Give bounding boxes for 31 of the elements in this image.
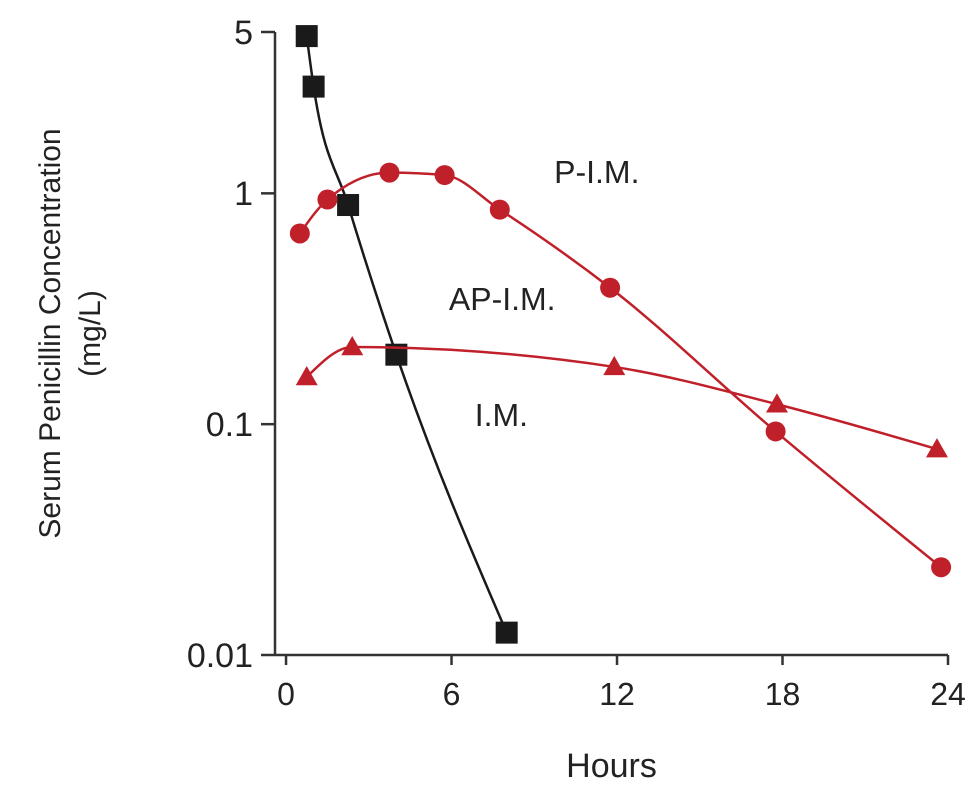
point [931, 557, 952, 578]
series-label: P-I.M. [554, 154, 640, 190]
y-tick-label: 1 [234, 175, 253, 214]
series-label: I.M. [474, 396, 528, 433]
point [302, 76, 325, 98]
x-tick-label: 0 [277, 676, 295, 712]
y-tick-label: 5 [234, 14, 253, 52]
point [496, 622, 518, 644]
point [290, 223, 310, 244]
y-tick-label: 0.1 [206, 406, 253, 444]
point [600, 278, 620, 298]
point [337, 194, 360, 216]
x-tick-label: 12 [599, 676, 635, 712]
point [926, 438, 948, 458]
point [766, 421, 786, 442]
point [490, 200, 510, 220]
point [296, 366, 318, 386]
point [434, 165, 455, 186]
point [317, 190, 338, 210]
x-axis-title: Hours [566, 747, 657, 785]
x-tick-label: 24 [930, 676, 966, 712]
x-tick-label: 6 [442, 676, 460, 712]
point [341, 336, 364, 356]
point [766, 393, 788, 412]
point [603, 356, 626, 376]
point [296, 25, 318, 48]
point [379, 162, 400, 183]
x-tick-label: 18 [764, 676, 800, 712]
series-label: AP-I.M. [448, 281, 556, 318]
y-tick-label: 0.01 [186, 636, 253, 675]
y-axis-title: Serum Penicillin Concentration (mg/L) [34, 128, 107, 539]
